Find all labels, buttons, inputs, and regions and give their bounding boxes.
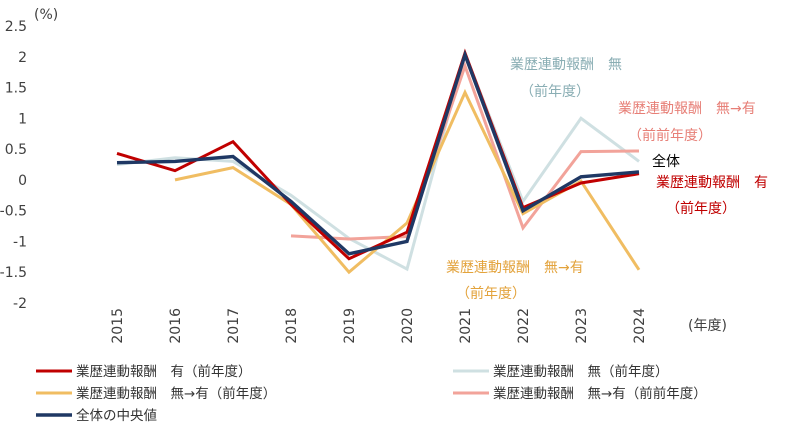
legend-label: 業歴連動報酬 無（前年度）: [493, 363, 669, 380]
x-axis-ticks: 2015 2016 2017 2018 2019 2020 2021 2022 2023 2024: [110, 308, 648, 344]
legend-item-wow_pp: 業歴連動報酬 無→有（前前年度）: [453, 385, 707, 402]
legend-label: 業歴連動報酬 有（前年度）: [76, 363, 252, 380]
y-tick-label: -1: [13, 234, 27, 250]
x-tick-label: 2021: [458, 308, 474, 344]
annotation-wo: （前年度）: [520, 83, 590, 100]
y-axis-ticks: 2.5 2 1.5 1 0.5 0 -0.5 -1 -1.5 -2: [0, 19, 27, 312]
series-line-med: [116, 49, 640, 256]
x-tick-label: 2022: [516, 308, 532, 344]
x-tick-label: 2020: [400, 308, 416, 344]
annotation-wow_pp: 業歴連動報酬 無→有: [618, 101, 756, 117]
legend-label: 業歴連動報酬 無→有（前前年度）: [493, 385, 707, 402]
y-tick-label: 0.5: [5, 142, 27, 158]
x-tick-label: 2015: [110, 308, 126, 344]
y-tick-label: 1: [18, 111, 27, 127]
x-tick-label: 2019: [342, 308, 358, 344]
annotation-w: （前年度）: [666, 200, 736, 217]
y-tick-label: 1.5: [5, 81, 27, 97]
y-tick-label: 2: [18, 50, 27, 66]
annotation-med: 全体: [652, 153, 680, 170]
legend-label: 全体の中央値: [76, 407, 157, 424]
x-tick-label: 2017: [226, 308, 242, 344]
annotation-wow_pp: （前前年度）: [628, 127, 712, 144]
annotation-wow: 業歴連動報酬 無→有: [446, 260, 584, 276]
x-tick-label: 2024: [632, 308, 648, 344]
legend: 業歴連動報酬 有（前年度） 業歴連動報酬 無（前年度） 業歴連動報酬 無→有（前年度…: [36, 363, 707, 424]
series-line-wow_pp: [290, 61, 640, 241]
annotation-wow: （前年度）: [456, 285, 526, 302]
x-tick-label: 2023: [574, 308, 590, 344]
x-tick-label: 2016: [168, 308, 184, 344]
y-tick-label: 2.5: [5, 19, 27, 35]
legend-item-w: 業歴連動報酬 有（前年度）: [36, 363, 252, 380]
y-unit-label: (%): [34, 7, 58, 23]
y-tick-label: -1.5: [0, 265, 27, 281]
y-tick-label: -2: [13, 296, 27, 312]
legend-item-wo: 業歴連動報酬 無（前年度）: [453, 363, 669, 380]
y-tick-label: -0.5: [0, 204, 27, 220]
x-tick-label: 2018: [284, 308, 300, 344]
legend-label: 業歴連動報酬 無→有（前年度）: [76, 385, 276, 402]
legend-item-wow: 業歴連動報酬 無→有（前年度）: [36, 385, 276, 402]
annotation-wo: 業歴連動報酬 無: [510, 57, 622, 73]
x-axis-label: (年度): [688, 318, 727, 334]
series-lines: [116, 48, 641, 275]
annotation-w: 業歴連動報酬 有: [656, 175, 768, 191]
legend-item-med: 全体の中央値: [36, 407, 157, 424]
y-tick-label: 0: [18, 173, 27, 189]
